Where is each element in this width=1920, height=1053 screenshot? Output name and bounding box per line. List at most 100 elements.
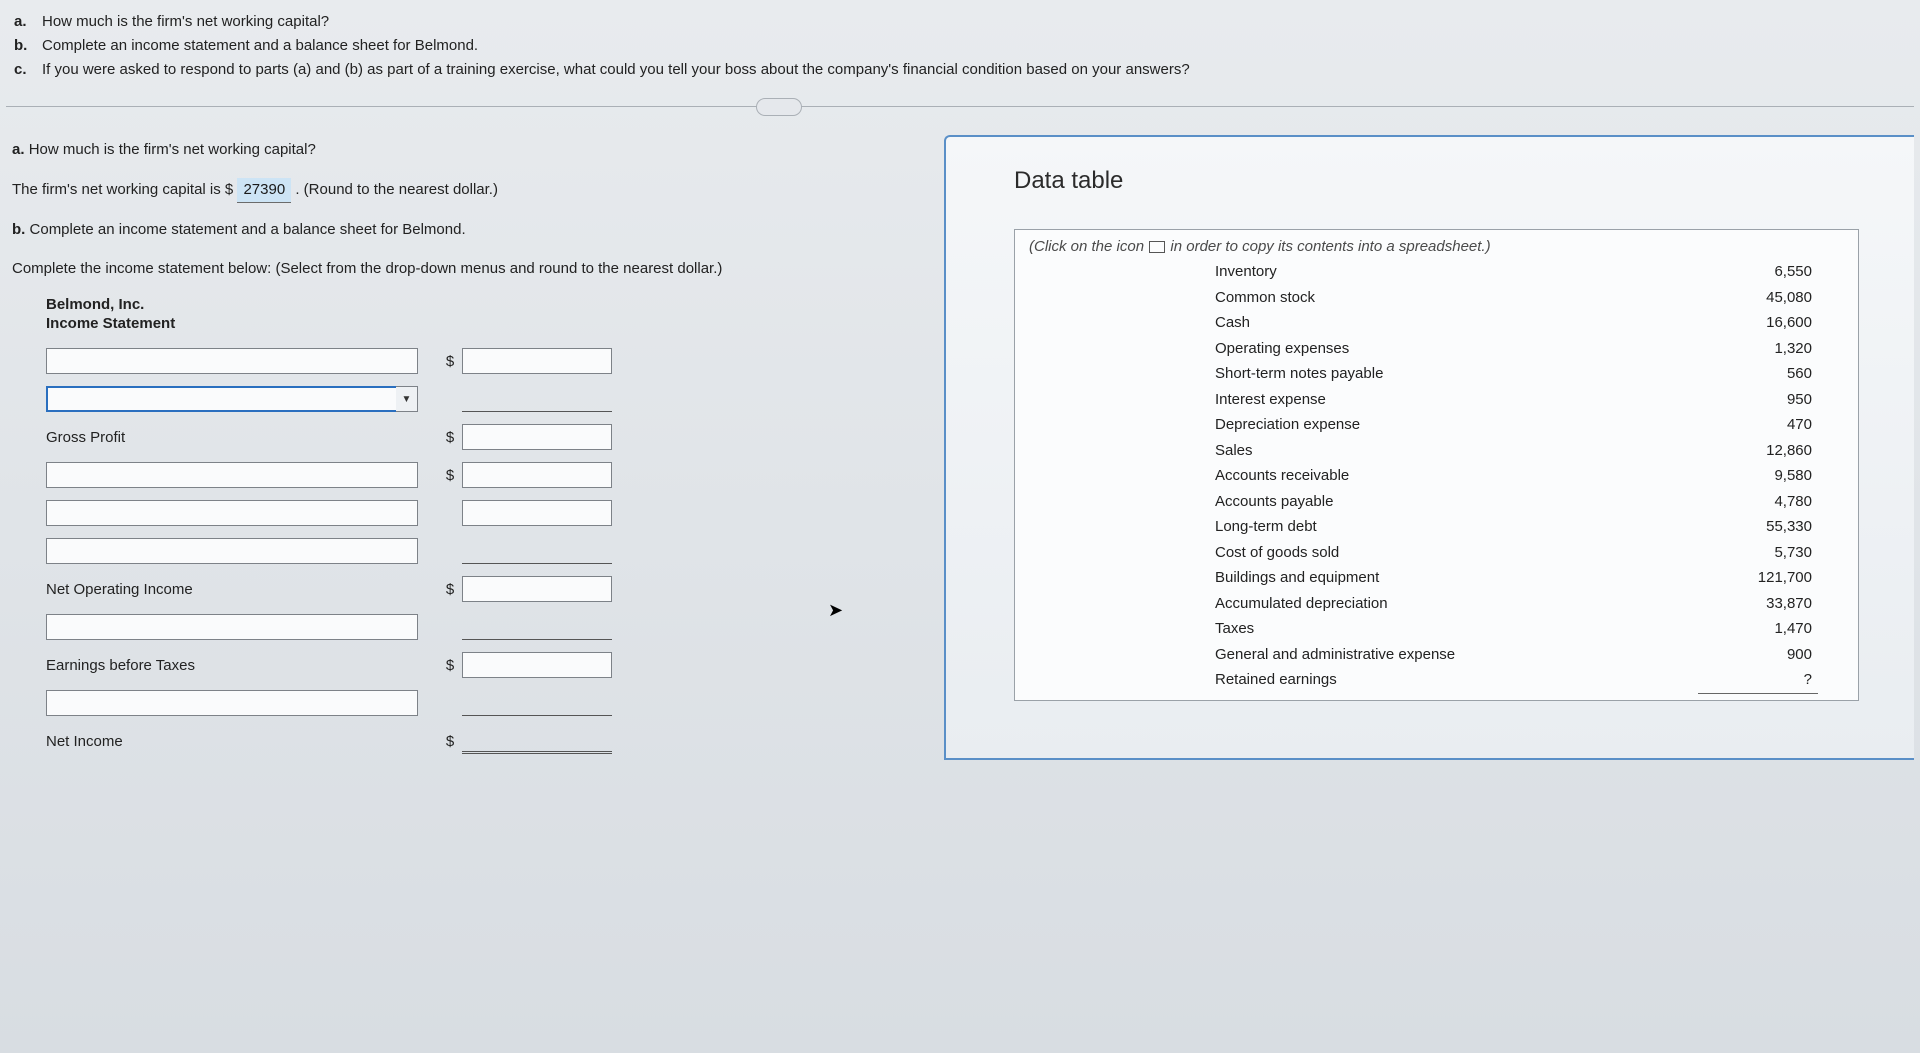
line-item-input[interactable] — [46, 348, 418, 374]
data-row-value: 5,730 — [1698, 540, 1818, 566]
statement-title: Income Statement — [46, 315, 912, 332]
data-table-row: Inventory6,550 — [1215, 259, 1818, 285]
data-row-label: Retained earnings — [1215, 667, 1698, 694]
data-table-row: Cash16,600 — [1215, 310, 1818, 336]
data-row-value: 1,320 — [1698, 336, 1818, 362]
question-a: a. How much is the firm's net working ca… — [14, 10, 1906, 34]
question-letter: b. — [12, 221, 25, 238]
amount-input[interactable] — [462, 348, 612, 374]
data-table-row: Depreciation expense470 — [1215, 412, 1818, 438]
section-divider — [6, 106, 1914, 107]
income-statement-row — [46, 684, 912, 722]
nwc-value-input[interactable]: 27390 — [237, 178, 291, 204]
row-label: Net Operating Income — [46, 581, 438, 598]
data-row-value: 560 — [1698, 361, 1818, 387]
part-b-question: b. Complete an income statement and a ba… — [12, 219, 912, 242]
row-input-cell — [46, 462, 438, 488]
data-table-box: (Click on the icon in order to copy its … — [1014, 229, 1859, 701]
question-b: b. Complete an income statement and a ba… — [14, 34, 1906, 58]
question-c: c. If you were asked to respond to parts… — [14, 58, 1906, 82]
amount-input[interactable] — [462, 462, 612, 488]
row-label: Earnings before Taxes — [46, 657, 438, 674]
amount-input[interactable] — [462, 424, 612, 450]
amount-input[interactable] — [462, 576, 612, 602]
income-statement-row: $ — [46, 342, 912, 380]
line-item-dropdown[interactable] — [46, 386, 418, 412]
part-b-instruction: Complete the income statement below: (Se… — [12, 258, 912, 281]
data-row-value: 470 — [1698, 412, 1818, 438]
line-item-input[interactable] — [46, 500, 418, 526]
amount-input[interactable] — [462, 538, 612, 564]
data-row-value: 55,330 — [1698, 514, 1818, 540]
question-text: How much is the firm's net working capit… — [42, 10, 329, 34]
question-text: How much is the firm's net working capit… — [29, 141, 316, 158]
line-item-input[interactable] — [46, 690, 418, 716]
data-row-value: 1,470 — [1698, 616, 1818, 642]
row-label: Net Income — [46, 733, 438, 750]
answer-prefix: The firm's net working capital is $ — [12, 181, 233, 198]
amount-input[interactable] — [462, 728, 612, 754]
data-row-label: Accounts payable — [1215, 489, 1698, 515]
question-letter: b. — [14, 34, 34, 58]
income-statement-row: $ — [46, 456, 912, 494]
question-text: Complete an income statement and a balan… — [30, 221, 466, 238]
data-table-row: Common stock45,080 — [1215, 285, 1818, 311]
question-letter: a. — [14, 10, 34, 34]
data-row-label: Inventory — [1215, 259, 1698, 285]
income-statement: Belmond, Inc. Income Statement $ ▼ Gross P… — [46, 296, 912, 760]
hint-before: (Click on the icon — [1029, 238, 1144, 255]
row-input-cell — [46, 614, 438, 640]
data-row-value: 12,860 — [1698, 438, 1818, 464]
amount-input[interactable] — [462, 386, 612, 412]
data-table-row: Accumulated depreciation33,870 — [1215, 591, 1818, 617]
data-row-label: Buildings and equipment — [1215, 565, 1698, 591]
data-row-label: Cost of goods sold — [1215, 540, 1698, 566]
data-table-row: General and administrative expense900 — [1215, 642, 1818, 668]
data-row-label: Sales — [1215, 438, 1698, 464]
data-row-value: 950 — [1698, 387, 1818, 413]
dollar-sign: $ — [438, 429, 462, 446]
data-row-label: Interest expense — [1215, 387, 1698, 413]
data-table-row: Short-term notes payable560 — [1215, 361, 1818, 387]
row-label: Gross Profit — [46, 429, 438, 446]
data-row-label: Accounts receivable — [1215, 463, 1698, 489]
amount-input[interactable] — [462, 652, 612, 678]
chevron-down-icon[interactable]: ▼ — [396, 386, 418, 412]
data-table-row: Sales12,860 — [1215, 438, 1818, 464]
income-statement-row: Net Income$ — [46, 722, 912, 760]
row-input-cell — [46, 690, 438, 716]
dollar-sign: $ — [438, 353, 462, 370]
amount-input[interactable] — [462, 614, 612, 640]
data-row-value: 9,580 — [1698, 463, 1818, 489]
line-item-input[interactable] — [46, 462, 418, 488]
line-item-input[interactable] — [46, 614, 418, 640]
amount-input[interactable] — [462, 500, 612, 526]
part-a-answer: The firm's net working capital is $ 2739… — [12, 178, 912, 204]
data-row-label: Short-term notes payable — [1215, 361, 1698, 387]
data-table-row: Interest expense950 — [1215, 387, 1818, 413]
company-name: Belmond, Inc. — [46, 296, 912, 313]
dollar-sign: $ — [438, 467, 462, 484]
income-statement-row — [46, 608, 912, 646]
income-statement-row: ▼ — [46, 380, 912, 418]
income-statement-row: Earnings before Taxes$ — [46, 646, 912, 684]
data-table-row: Retained earnings? — [1215, 667, 1818, 694]
data-row-label: Operating expenses — [1215, 336, 1698, 362]
data-table-row: Buildings and equipment121,700 — [1215, 565, 1818, 591]
line-item-input[interactable] — [46, 538, 418, 564]
amount-input[interactable] — [462, 690, 612, 716]
data-table-row: Long-term debt55,330 — [1215, 514, 1818, 540]
copy-icon[interactable] — [1149, 241, 1165, 253]
income-statement-row — [46, 494, 912, 532]
dollar-sign: $ — [438, 657, 462, 674]
data-row-label: Taxes — [1215, 616, 1698, 642]
row-input-cell — [46, 348, 438, 374]
question-list-top: a. How much is the firm's net working ca… — [6, 8, 1914, 96]
data-table-row: Taxes1,470 — [1215, 616, 1818, 642]
data-table-title: Data table — [1014, 167, 1914, 195]
data-row-value: 4,780 — [1698, 489, 1818, 515]
question-text: Complete an income statement and a balan… — [42, 34, 478, 58]
row-input-cell — [46, 538, 438, 564]
question-letter: a. — [12, 141, 25, 158]
main-content: a. How much is the firm's net working ca… — [6, 107, 1914, 760]
